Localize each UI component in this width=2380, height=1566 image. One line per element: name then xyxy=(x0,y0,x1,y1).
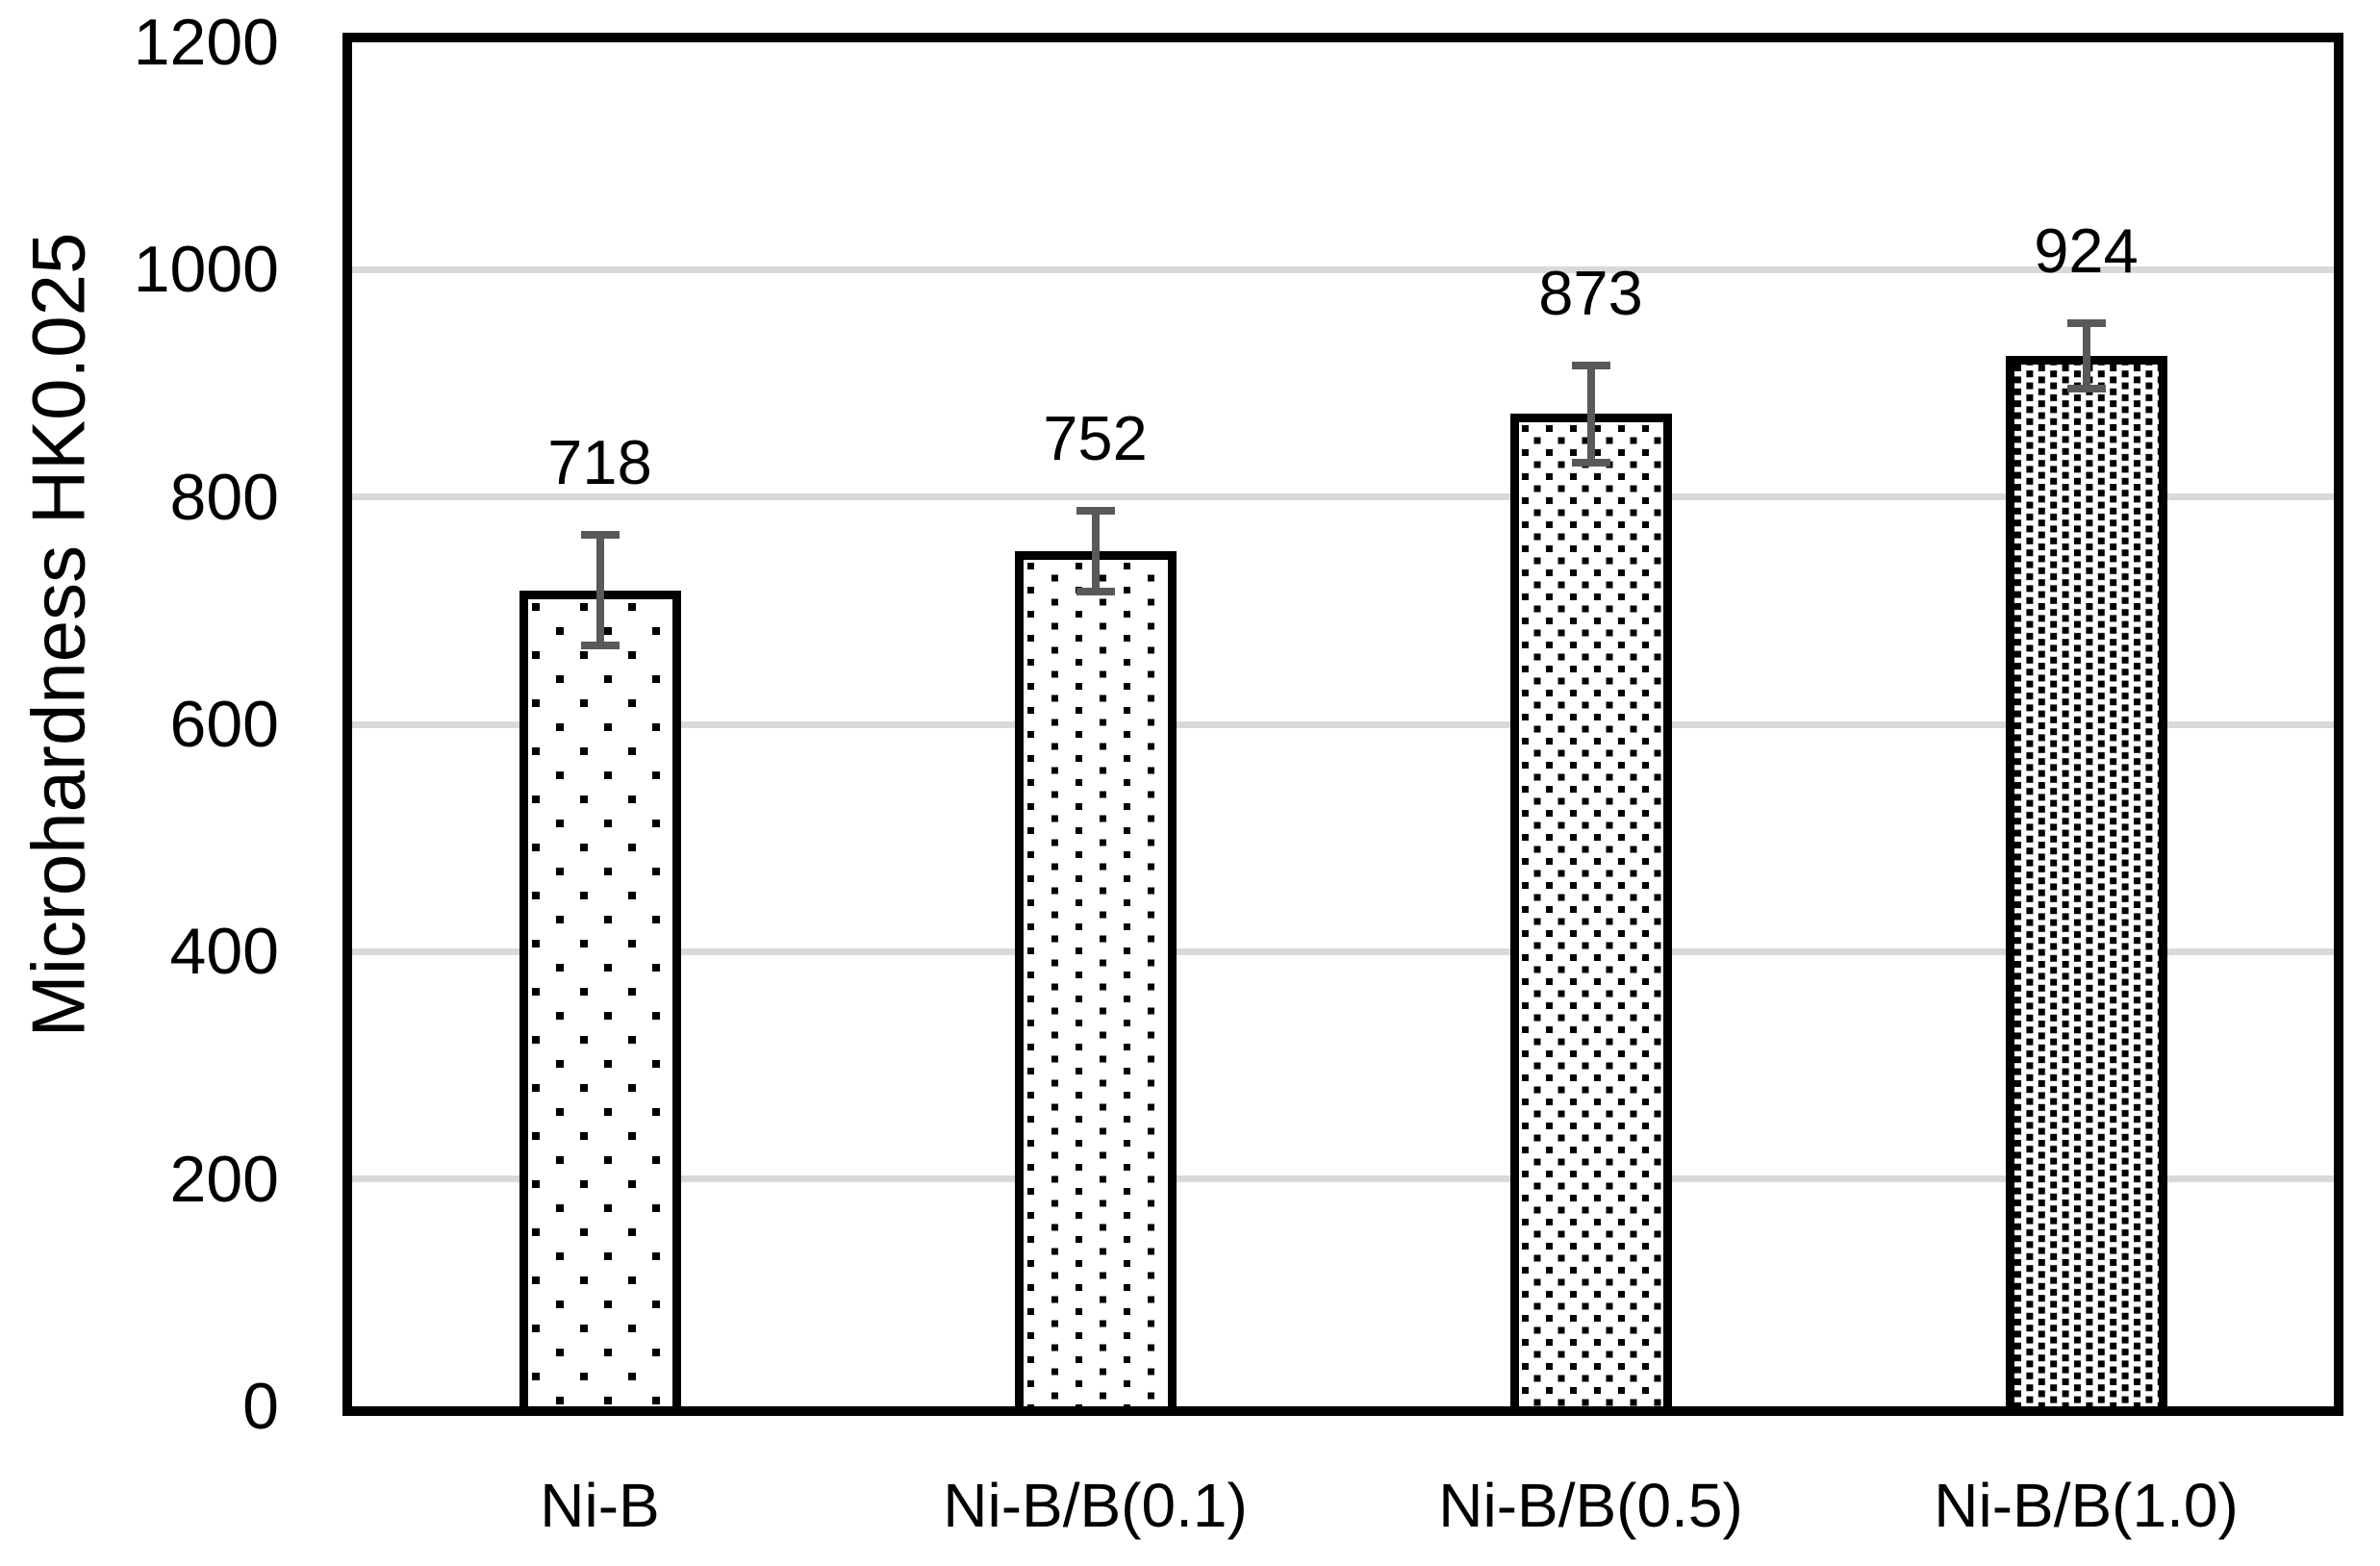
y-tick-label: 1000 xyxy=(133,233,279,307)
gridline xyxy=(352,1175,2334,1183)
y-tick-label: 800 xyxy=(169,460,279,534)
bar-fill-pattern xyxy=(1518,422,1663,1406)
x-category-label: Ni-B/B(0.5) xyxy=(1438,1471,1743,1540)
bar xyxy=(1014,551,1177,1406)
error-bar-cap-bottom xyxy=(2066,384,2106,392)
bar xyxy=(1509,414,1672,1406)
error-bar-line xyxy=(1586,362,1595,467)
bar-value-label: 873 xyxy=(1538,258,1643,329)
error-bar-cap-bottom xyxy=(1571,458,1610,467)
gridline xyxy=(352,493,2334,501)
x-category-label: Ni-B/B(0.1) xyxy=(943,1471,1248,1540)
error-bar-cap-top xyxy=(1076,507,1115,516)
bar-value-label: 718 xyxy=(547,427,652,498)
bar-fill-pattern xyxy=(2013,365,2159,1406)
bar-value-label: 924 xyxy=(2034,215,2139,287)
x-category-label: Ni-B xyxy=(540,1471,660,1540)
y-tick-label: 1200 xyxy=(133,6,279,79)
error-bar-cap-top xyxy=(580,531,620,540)
gridline xyxy=(352,947,2334,955)
y-tick-label: 200 xyxy=(169,1142,279,1216)
bar xyxy=(2005,356,2167,1406)
bar xyxy=(519,591,681,1406)
error-bar-line xyxy=(595,531,604,649)
error-bar-cap-bottom xyxy=(1076,588,1115,596)
bar-fill-pattern xyxy=(1023,560,1168,1406)
error-bar-cap-top xyxy=(2066,319,2106,328)
y-tick-label: 0 xyxy=(242,1370,279,1443)
x-category-label: Ni-B/B(1.0) xyxy=(1934,1471,2239,1540)
error-bar-line xyxy=(2082,319,2090,392)
gridline xyxy=(352,265,2334,273)
error-bar-cap-top xyxy=(1571,362,1610,370)
error-bar-line xyxy=(1091,507,1100,596)
gridline xyxy=(352,720,2334,728)
bar-value-label: 752 xyxy=(1043,403,1148,474)
error-bar-cap-bottom xyxy=(580,642,620,649)
y-tick-label: 600 xyxy=(169,688,279,761)
bar-fill-pattern xyxy=(527,599,672,1406)
y-tick-label: 400 xyxy=(169,915,279,989)
